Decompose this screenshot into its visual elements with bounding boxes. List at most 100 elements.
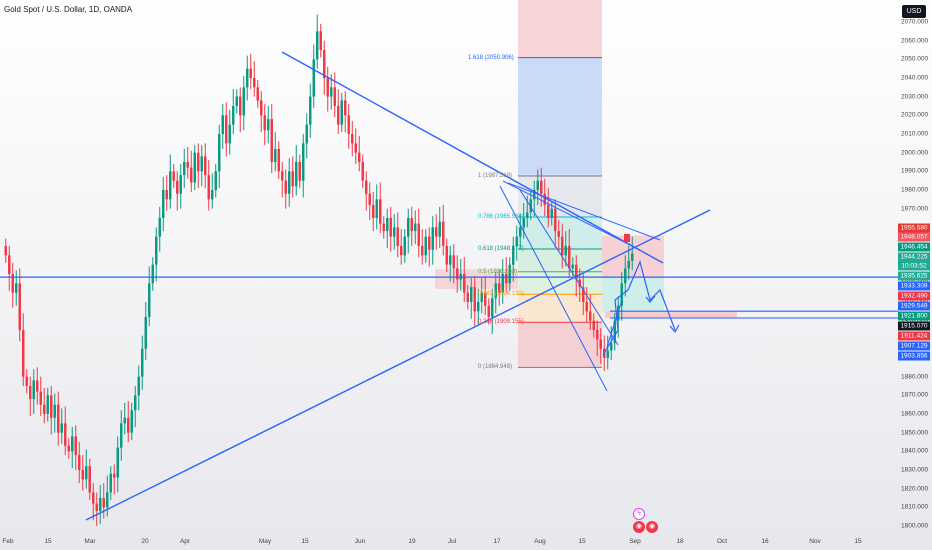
fib-zone-786: [518, 216, 602, 250]
candle-body: [190, 167, 193, 183]
fib-zone-5: [518, 271, 602, 295]
price-tick: 1980.000: [901, 186, 929, 194]
candle-body: [207, 175, 210, 200]
lightning-event-icon[interactable]: ϟ: [633, 508, 645, 520]
candle-body: [25, 376, 28, 386]
candle-body: [305, 124, 308, 144]
candle-body: [288, 171, 291, 194]
candle-body: [473, 287, 476, 312]
projection-arrow-head: [645, 295, 656, 303]
candle-body: [365, 180, 368, 194]
zone-left-red: [435, 269, 518, 289]
candle-body: [151, 264, 154, 284]
candle-body: [512, 246, 515, 265]
currency-badge[interactable]: USD: [902, 5, 926, 18]
fib-zone-236: [518, 322, 602, 368]
candle-body: [424, 236, 427, 256]
candle-body: [193, 152, 196, 183]
candle-body: [519, 227, 522, 237]
candle-body: [554, 208, 557, 232]
candle-body: [571, 264, 574, 269]
wedge-line-b: [519, 189, 619, 346]
price-label: 1929.549: [898, 301, 930, 311]
candle-body: [267, 119, 270, 131]
candle-body: [410, 218, 413, 232]
wedge-upper-line: [502, 180, 641, 251]
candle-body: [242, 87, 245, 116]
price-label: 1932.490: [898, 291, 930, 301]
candle-body: [64, 423, 67, 446]
candle-body: [221, 115, 224, 134]
candle-body: [449, 255, 452, 265]
time-tick: Sep: [629, 538, 641, 545]
candle-body: [347, 115, 350, 134]
candle-body: [564, 246, 567, 256]
candle-body: [417, 223, 420, 246]
candle-body: [74, 436, 77, 456]
price-label: 1948.057: [898, 232, 930, 242]
candle-body: [330, 87, 333, 97]
candle-body: [372, 204, 375, 218]
candle-body: [487, 305, 490, 317]
time-tick: 15: [578, 538, 586, 545]
candle-body: [312, 59, 315, 97]
symbol-title[interactable]: Gold Spot / U.S. Dollar, 1D, OANDA: [4, 5, 133, 14]
us-flag-event-icon[interactable]: ◉: [633, 521, 645, 533]
fib-level-label: 0.236 (1909.155): [478, 319, 524, 326]
candle-body: [186, 162, 189, 168]
fib-top-red-zone: [518, 0, 602, 58]
candle-body: [260, 100, 263, 116]
candle-body: [197, 152, 200, 172]
candle-body: [29, 386, 32, 400]
candle-body: [81, 470, 84, 480]
candle-body: [183, 162, 186, 176]
candle-body: [22, 330, 25, 377]
candle-body: [116, 447, 119, 478]
candle-body: [32, 380, 35, 400]
candle-body: [333, 87, 336, 106]
candle-body: [127, 417, 130, 433]
candle-body: [501, 274, 504, 293]
candle-body: [256, 87, 259, 101]
candle-body: [228, 124, 231, 144]
candle-body: [239, 96, 242, 116]
price-tick: 1830.000: [901, 466, 929, 474]
price-tick: 2050.000: [901, 55, 929, 63]
candle-body: [575, 264, 578, 280]
descending-trendline: [281, 51, 664, 264]
candle-body: [382, 223, 385, 232]
candle-body: [8, 255, 11, 274]
time-tick: Feb: [2, 538, 14, 545]
candle-body: [389, 218, 392, 237]
candle-body: [263, 115, 266, 131]
price-label: 1946.454: [898, 242, 930, 252]
candle-body: [536, 180, 539, 190]
candle-body: [326, 78, 329, 97]
fib-level-label: 0.5 (1936.233): [478, 268, 518, 275]
price-label: 1915.070: [898, 321, 930, 331]
time-axis[interactable]: Feb 15 Mar 20 Apr May 15 Jun 19 Jul 17 Aug 15 Sep 18 Oc…: [0, 534, 898, 550]
price-tick: 2010.000: [901, 130, 929, 138]
price-tick: 2020.000: [901, 111, 929, 119]
candle-body: [568, 246, 571, 269]
price-chart[interactable]: [0, 0, 898, 534]
fib-level-label: 0.382 (1924.130): [478, 291, 524, 298]
projection-arrow-head: [669, 324, 680, 334]
candle-body: [491, 298, 494, 317]
time-tick: Apr: [179, 538, 191, 545]
price-label: 1921.800: [898, 311, 930, 321]
candle-body: [148, 283, 151, 317]
candle-body: [204, 156, 207, 176]
time-tick: 18: [676, 538, 684, 545]
candle-body: [218, 134, 221, 172]
candle-body: [36, 380, 39, 392]
price-tick: 1820.000: [901, 485, 929, 493]
candle-body: [438, 221, 441, 237]
price-axis[interactable]: 2070.000 2060.000 2050.000 2040.000 2030.000…: [898, 0, 932, 550]
candle-body: [442, 221, 445, 246]
candle-body: [85, 466, 88, 480]
us-flag-event-icon[interactable]: ◉: [646, 521, 658, 533]
candle-body: [295, 162, 298, 187]
candle-body: [123, 417, 126, 424]
